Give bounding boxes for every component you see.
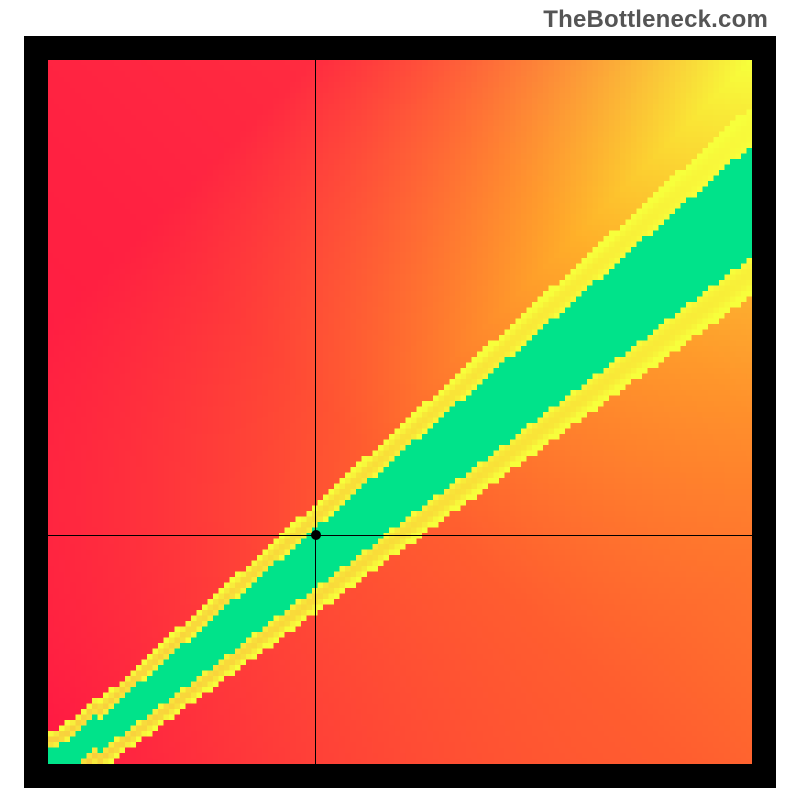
bottleneck-heatmap [48, 60, 752, 764]
figure-frame: TheBottleneck.com [0, 0, 800, 800]
crosshair-vertical [315, 60, 316, 764]
crosshair-marker [311, 530, 321, 540]
watermark-text: TheBottleneck.com [543, 6, 768, 34]
crosshair-horizontal [48, 535, 752, 536]
